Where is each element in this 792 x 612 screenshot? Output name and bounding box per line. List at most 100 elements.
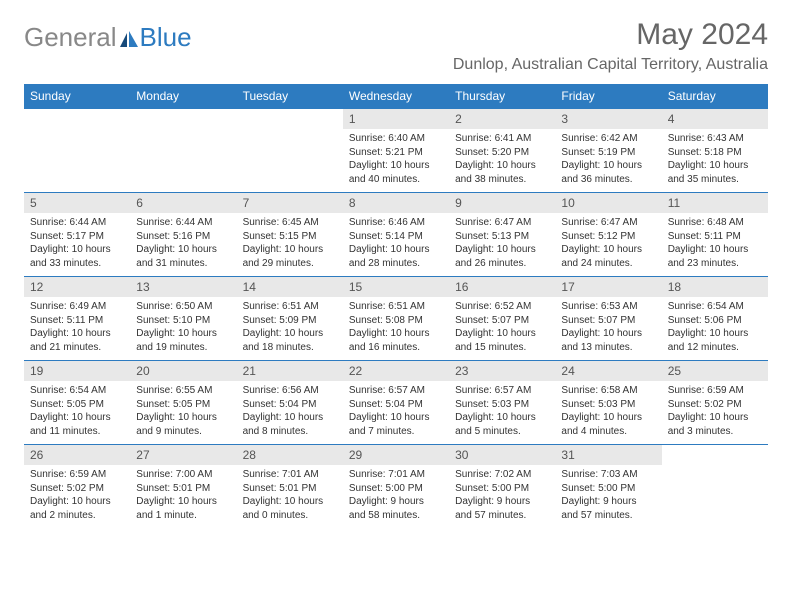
calendar-cell: 19Sunrise: 6:54 AMSunset: 5:05 PMDayligh… [24,361,130,445]
day-number: 29 [343,445,449,465]
calendar-cell: 22Sunrise: 6:57 AMSunset: 5:04 PMDayligh… [343,361,449,445]
day-number: 21 [237,361,343,381]
day-number: 12 [24,277,130,297]
day-number: 15 [343,277,449,297]
calendar-cell: 8Sunrise: 6:46 AMSunset: 5:14 PMDaylight… [343,193,449,277]
calendar-cell: 15Sunrise: 6:51 AMSunset: 5:08 PMDayligh… [343,277,449,361]
calendar-cell: 30Sunrise: 7:02 AMSunset: 5:00 PMDayligh… [449,445,555,529]
calendar-cell: 26Sunrise: 6:59 AMSunset: 5:02 PMDayligh… [24,445,130,529]
day-content: Sunrise: 6:41 AMSunset: 5:20 PMDaylight:… [449,129,555,192]
calendar-cell: 10Sunrise: 6:47 AMSunset: 5:12 PMDayligh… [555,193,661,277]
day-content: Sunrise: 6:56 AMSunset: 5:04 PMDaylight:… [237,381,343,444]
day-number: 3 [555,109,661,129]
calendar-cell: 7Sunrise: 6:45 AMSunset: 5:15 PMDaylight… [237,193,343,277]
day-number: 8 [343,193,449,213]
day-content: Sunrise: 6:51 AMSunset: 5:08 PMDaylight:… [343,297,449,360]
logo-text-2: Blue [140,22,192,53]
day-content: Sunrise: 7:02 AMSunset: 5:00 PMDaylight:… [449,465,555,528]
calendar-cell [662,445,768,529]
calendar-cell [130,109,236,193]
weekday-header: Tuesday [237,84,343,109]
day-number: 10 [555,193,661,213]
day-content: Sunrise: 7:00 AMSunset: 5:01 PMDaylight:… [130,465,236,528]
day-number: 18 [662,277,768,297]
calendar-cell: 13Sunrise: 6:50 AMSunset: 5:10 PMDayligh… [130,277,236,361]
day-content: Sunrise: 6:59 AMSunset: 5:02 PMDaylight:… [662,381,768,444]
title-block: May 2024 Dunlop, Australian Capital Terr… [453,18,768,74]
day-number: 24 [555,361,661,381]
day-number: 9 [449,193,555,213]
day-number: 7 [237,193,343,213]
day-number: 20 [130,361,236,381]
calendar-row: 26Sunrise: 6:59 AMSunset: 5:02 PMDayligh… [24,445,768,529]
calendar-row: 12Sunrise: 6:49 AMSunset: 5:11 PMDayligh… [24,277,768,361]
day-content: Sunrise: 7:01 AMSunset: 5:00 PMDaylight:… [343,465,449,528]
day-content: Sunrise: 6:53 AMSunset: 5:07 PMDaylight:… [555,297,661,360]
day-content: Sunrise: 6:51 AMSunset: 5:09 PMDaylight:… [237,297,343,360]
header: General Blue May 2024 Dunlop, Australian… [24,18,768,74]
day-number: 4 [662,109,768,129]
weekday-header: Wednesday [343,84,449,109]
day-number: 25 [662,361,768,381]
day-content: Sunrise: 6:43 AMSunset: 5:18 PMDaylight:… [662,129,768,192]
month-title: May 2024 [453,18,768,52]
calendar-cell: 17Sunrise: 6:53 AMSunset: 5:07 PMDayligh… [555,277,661,361]
calendar-cell: 18Sunrise: 6:54 AMSunset: 5:06 PMDayligh… [662,277,768,361]
logo-text-1: General [24,22,117,53]
day-number: 16 [449,277,555,297]
day-number: 14 [237,277,343,297]
weekday-header-row: SundayMondayTuesdayWednesdayThursdayFrid… [24,84,768,109]
day-number: 30 [449,445,555,465]
day-number: 17 [555,277,661,297]
calendar-row: 1Sunrise: 6:40 AMSunset: 5:21 PMDaylight… [24,109,768,193]
calendar-cell: 4Sunrise: 6:43 AMSunset: 5:18 PMDaylight… [662,109,768,193]
day-content: Sunrise: 6:54 AMSunset: 5:05 PMDaylight:… [24,381,130,444]
day-content: Sunrise: 6:52 AMSunset: 5:07 PMDaylight:… [449,297,555,360]
calendar-cell: 12Sunrise: 6:49 AMSunset: 5:11 PMDayligh… [24,277,130,361]
day-number: 26 [24,445,130,465]
calendar-cell: 9Sunrise: 6:47 AMSunset: 5:13 PMDaylight… [449,193,555,277]
calendar-cell: 29Sunrise: 7:01 AMSunset: 5:00 PMDayligh… [343,445,449,529]
calendar-table: SundayMondayTuesdayWednesdayThursdayFrid… [24,84,768,529]
day-content: Sunrise: 6:50 AMSunset: 5:10 PMDaylight:… [130,297,236,360]
day-number: 23 [449,361,555,381]
calendar-cell: 28Sunrise: 7:01 AMSunset: 5:01 PMDayligh… [237,445,343,529]
weekday-header: Friday [555,84,661,109]
day-content: Sunrise: 6:40 AMSunset: 5:21 PMDaylight:… [343,129,449,192]
calendar-cell: 25Sunrise: 6:59 AMSunset: 5:02 PMDayligh… [662,361,768,445]
calendar-cell: 16Sunrise: 6:52 AMSunset: 5:07 PMDayligh… [449,277,555,361]
day-content: Sunrise: 7:03 AMSunset: 5:00 PMDaylight:… [555,465,661,528]
calendar-cell: 3Sunrise: 6:42 AMSunset: 5:19 PMDaylight… [555,109,661,193]
calendar-cell: 27Sunrise: 7:00 AMSunset: 5:01 PMDayligh… [130,445,236,529]
day-number: 28 [237,445,343,465]
logo-sail-icon [119,24,139,55]
weekday-header: Saturday [662,84,768,109]
day-number: 13 [130,277,236,297]
day-content: Sunrise: 6:59 AMSunset: 5:02 PMDaylight:… [24,465,130,528]
weekday-header: Monday [130,84,236,109]
calendar-cell: 6Sunrise: 6:44 AMSunset: 5:16 PMDaylight… [130,193,236,277]
calendar-body: 1Sunrise: 6:40 AMSunset: 5:21 PMDaylight… [24,109,768,529]
day-content: Sunrise: 6:49 AMSunset: 5:11 PMDaylight:… [24,297,130,360]
logo: General Blue [24,18,192,53]
calendar-cell: 5Sunrise: 6:44 AMSunset: 5:17 PMDaylight… [24,193,130,277]
day-content: Sunrise: 7:01 AMSunset: 5:01 PMDaylight:… [237,465,343,528]
calendar-row: 5Sunrise: 6:44 AMSunset: 5:17 PMDaylight… [24,193,768,277]
calendar-cell: 1Sunrise: 6:40 AMSunset: 5:21 PMDaylight… [343,109,449,193]
calendar-cell: 2Sunrise: 6:41 AMSunset: 5:20 PMDaylight… [449,109,555,193]
day-content: Sunrise: 6:46 AMSunset: 5:14 PMDaylight:… [343,213,449,276]
calendar-cell: 14Sunrise: 6:51 AMSunset: 5:09 PMDayligh… [237,277,343,361]
weekday-header: Thursday [449,84,555,109]
day-content: Sunrise: 6:42 AMSunset: 5:19 PMDaylight:… [555,129,661,192]
location: Dunlop, Australian Capital Territory, Au… [453,56,768,74]
day-number: 31 [555,445,661,465]
day-number: 22 [343,361,449,381]
calendar-row: 19Sunrise: 6:54 AMSunset: 5:05 PMDayligh… [24,361,768,445]
day-content: Sunrise: 6:44 AMSunset: 5:17 PMDaylight:… [24,213,130,276]
day-number: 6 [130,193,236,213]
calendar-cell: 23Sunrise: 6:57 AMSunset: 5:03 PMDayligh… [449,361,555,445]
day-content: Sunrise: 6:45 AMSunset: 5:15 PMDaylight:… [237,213,343,276]
day-content: Sunrise: 6:57 AMSunset: 5:03 PMDaylight:… [449,381,555,444]
day-number: 11 [662,193,768,213]
day-number: 5 [24,193,130,213]
